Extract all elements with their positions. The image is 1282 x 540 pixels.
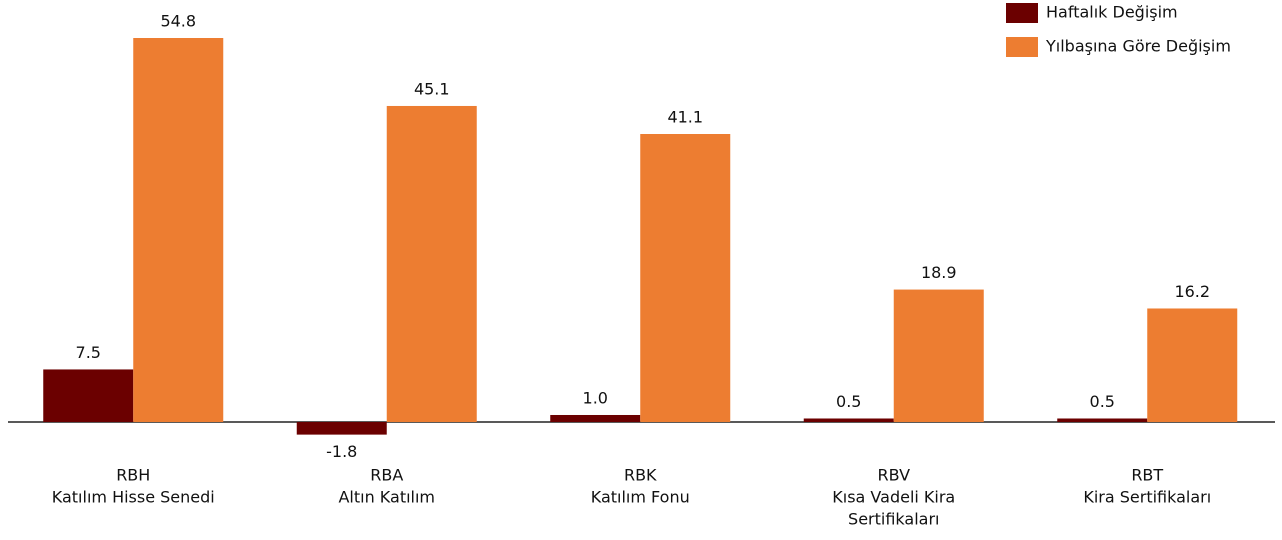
- value-label: 18.9: [921, 263, 957, 282]
- bar: [386, 105, 477, 423]
- x-tick-label: Altın Katılım: [338, 488, 435, 507]
- x-tick-label: Kısa Vadeli Kira: [832, 488, 955, 507]
- x-tick-label: RBT: [1131, 466, 1163, 485]
- value-label: 16.2: [1174, 282, 1210, 301]
- x-tick-label: RBV: [877, 466, 910, 485]
- x-tick-label: Sertifikaları: [848, 510, 939, 529]
- legend-label: Haftalık Değişim: [1046, 3, 1178, 22]
- value-label: 1.0: [583, 388, 608, 407]
- x-tick-label: Katılım Hisse Senedi: [52, 488, 215, 507]
- bar: [550, 414, 641, 422]
- x-tick-label: RBH: [116, 466, 150, 485]
- bar: [1057, 418, 1148, 422]
- legend-swatch: [1006, 3, 1038, 23]
- value-label: 45.1: [414, 79, 450, 98]
- value-label: 41.1: [667, 108, 703, 127]
- bar: [133, 38, 224, 422]
- legend-swatch: [1006, 37, 1038, 57]
- value-label: 0.5: [836, 392, 861, 411]
- bar: [803, 418, 894, 422]
- value-label: 7.5: [76, 343, 101, 362]
- bar: [640, 134, 731, 422]
- value-label: 0.5: [1090, 392, 1115, 411]
- x-tick-label: RBK: [624, 466, 657, 485]
- legend-label: Yılbaşına Göre Değişim: [1045, 37, 1231, 56]
- x-tick-label: Kira Sertifikaları: [1083, 488, 1211, 507]
- bar: [893, 289, 984, 422]
- value-label: 54.8: [160, 12, 196, 31]
- x-tick-label: RBA: [370, 466, 403, 485]
- bar: [1147, 308, 1238, 422]
- x-tick-label: Katılım Fonu: [591, 488, 690, 507]
- bar: [296, 422, 387, 435]
- value-label: -1.8: [326, 442, 357, 461]
- bar: [43, 369, 134, 422]
